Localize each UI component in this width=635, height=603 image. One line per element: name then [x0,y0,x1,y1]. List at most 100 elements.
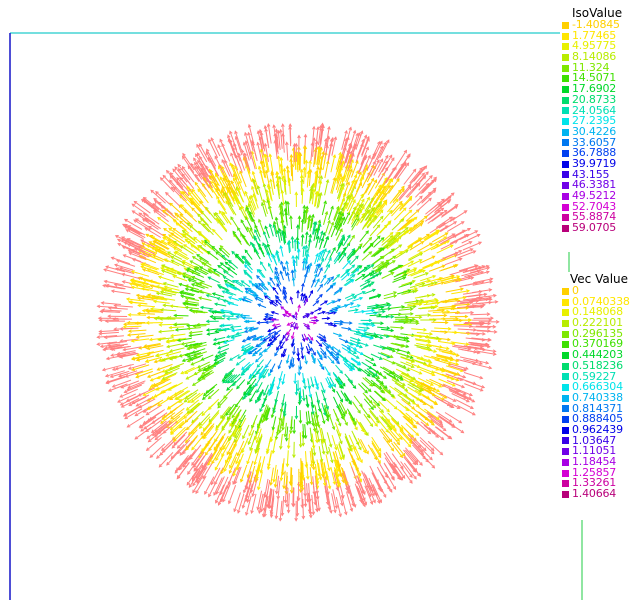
vector-arrow [281,190,285,206]
vector-arrowhead [384,385,388,389]
vector-arrow [326,343,334,350]
vector-arrow [453,325,472,327]
vector-arrowhead [276,386,281,391]
vector-arrowhead [131,357,136,361]
vector-arrow [219,248,230,258]
vector-arrowhead [220,498,224,503]
vector-arrow [257,389,264,401]
vector-arrow [257,185,263,202]
vector-arrow [393,207,407,221]
vector-arrowhead [218,247,223,252]
vector-arrowhead [292,142,297,147]
vector-arrow [463,359,483,365]
vector-arrow [323,462,328,480]
vector-arrowhead [312,452,317,457]
vector-arrowhead [315,508,319,513]
vector-arrow [427,440,443,456]
vector-arrow [330,177,336,194]
vector-arrow [321,342,329,349]
vector-arrow [197,213,209,226]
vector-arrow [165,192,180,206]
vector-arrow [465,265,485,272]
vector-arrow [434,327,451,330]
vector-arrowhead [326,263,331,268]
vector-arrow [273,221,278,235]
vector-arrowhead [126,424,131,428]
vector-arrow [257,471,263,490]
vector-arrowhead [96,304,101,309]
vector-arrow [342,322,352,324]
vector-arrow [405,422,419,436]
vector-arrow [475,325,496,328]
vector-arrow [187,165,200,182]
vector-arrow [369,395,380,406]
vector-arrow [190,163,203,180]
vector-arrow [409,382,424,392]
vector-arrowhead [206,250,211,255]
vector-arrowhead [443,236,448,240]
vector-arrowhead [385,154,389,159]
vector-arrow [243,269,253,278]
vector-arrowhead [168,234,172,238]
vector-arrowhead [213,212,217,217]
vector-arrowhead [220,310,225,314]
vector-arrowhead [440,436,445,441]
vector-arrowhead [357,472,362,477]
vector-arrow [232,280,243,287]
vector-arrow [293,260,296,270]
vector-arrowhead [153,359,158,364]
vector-arrow [170,268,185,275]
vector-arrow [359,164,368,182]
vector-arrowhead [444,232,449,236]
vector-arrowhead [135,293,140,298]
vector-arrowhead [236,452,241,457]
vector-arrow [413,301,429,305]
vector-arrowhead [248,375,253,380]
vector-arrow [351,133,359,153]
vector-arrow [344,293,355,299]
vector-arrowhead [251,424,255,429]
vector-arrow [138,245,155,255]
vector-arrow [349,339,360,345]
vector-arrow [152,254,169,263]
vector-arrowhead [427,358,432,363]
vector-arrow [423,355,440,361]
vector-arrowhead [273,484,278,488]
vector-arrowhead [247,328,252,333]
vector-arrowhead [454,205,459,209]
vector-arrow [273,334,281,340]
vector-arrow [279,228,283,241]
vector-arrow [363,398,374,410]
vector-arrow [174,166,188,183]
vector-arrowhead [380,321,385,326]
vector-arrow [390,326,404,329]
vector-arrowhead [459,318,463,323]
vector-arrow [156,382,172,391]
vector-arrowhead [161,416,165,420]
vector-arrowhead [240,205,245,210]
vector-arrowhead [467,347,472,351]
vector-arrow [125,229,144,240]
vector-arrowhead [359,344,363,349]
vector-arrowhead [339,456,343,461]
vector-arrowhead [333,177,338,182]
vector-arrowhead [369,501,374,505]
vector-arrow [222,374,233,384]
vector-arrowhead [362,503,366,508]
vector-arrow [182,156,195,173]
vector-arrow [160,412,176,424]
vector-arrow [235,280,246,287]
vector-arrowhead [334,446,338,451]
vector-arrow [306,462,309,480]
vector-arrow [310,142,313,162]
vector-arrowhead [255,439,260,444]
vector-arrowhead [221,185,226,190]
vector-arrow [180,191,193,206]
vector-arrowhead [155,285,160,289]
vector-arrowhead [312,221,317,225]
vector-arrow [284,208,288,223]
vector-arrow [209,170,220,187]
vector-arrow [233,286,244,293]
vector-arrow [207,449,218,466]
vector-arrow [264,143,269,162]
